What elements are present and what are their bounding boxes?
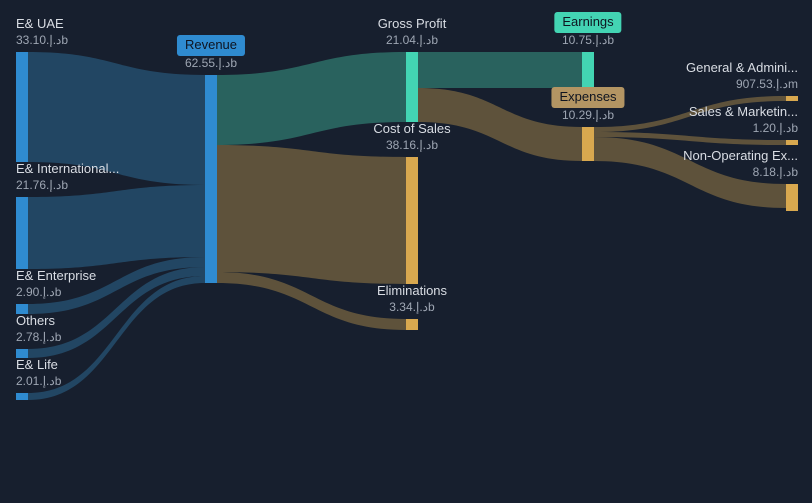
- node-value: 2.01د.إ.‏b: [16, 374, 61, 390]
- node-name: Revenue: [177, 35, 245, 56]
- sankey-node-exp[interactable]: [582, 127, 594, 161]
- node-value: 8.18د.إ.‏b: [683, 165, 798, 181]
- sankey-node-intl[interactable]: [16, 197, 28, 269]
- node-name: E& UAE: [16, 16, 68, 33]
- node-label-exp: Expenses10.29د.إ.‏b: [551, 87, 624, 123]
- sankey-node-life[interactable]: [16, 393, 28, 400]
- node-value: 3.34د.إ.‏b: [377, 300, 447, 316]
- node-value: 38.16د.إ.‏b: [373, 138, 450, 154]
- sankey-node-earn[interactable]: [582, 52, 594, 88]
- sankey-link: [217, 145, 406, 284]
- sankey-link: [28, 185, 205, 269]
- node-name: E& Life: [16, 357, 61, 374]
- node-label-gp: Gross Profit21.04د.إ.‏b: [378, 16, 447, 48]
- node-label-rev: Revenue62.55د.إ.‏b: [177, 35, 245, 71]
- node-label-sm: Sales & Marketin...1.20د.إ.‏b: [689, 104, 798, 136]
- node-value: 62.55د.إ.‏b: [177, 56, 245, 72]
- node-name: E& International...: [16, 161, 119, 178]
- node-name: E& Enterprise: [16, 268, 96, 285]
- node-value: 10.75د.إ.‏b: [554, 33, 621, 49]
- node-label-cos: Cost of Sales38.16د.إ.‏b: [373, 121, 450, 153]
- node-name: Sales & Marketin...: [689, 104, 798, 121]
- node-value: 2.78د.إ.‏b: [16, 330, 61, 346]
- node-value: 907.53د.إ.‏m: [686, 77, 798, 93]
- sankey-node-elim[interactable]: [406, 319, 418, 330]
- node-value: 33.10د.إ.‏b: [16, 33, 68, 49]
- node-name: Cost of Sales: [373, 121, 450, 138]
- sankey-node-cos[interactable]: [406, 157, 418, 284]
- sankey-node-uae[interactable]: [16, 52, 28, 162]
- node-label-ga: General & Admini...907.53د.إ.‏m: [686, 60, 798, 92]
- node-value: 21.76د.إ.‏b: [16, 178, 119, 194]
- sankey-link: [418, 52, 582, 88]
- sankey-node-rev[interactable]: [205, 75, 217, 283]
- node-label-oth: Others2.78د.إ.‏b: [16, 313, 61, 345]
- sankey-node-gp[interactable]: [406, 52, 418, 122]
- node-label-life: E& Life2.01د.إ.‏b: [16, 357, 61, 389]
- node-label-nox: Non-Operating Ex...8.18د.إ.‏b: [683, 148, 798, 180]
- node-name: Non-Operating Ex...: [683, 148, 798, 165]
- node-label-earn: Earnings10.75د.إ.‏b: [554, 12, 621, 48]
- sankey-node-nox[interactable]: [786, 184, 798, 211]
- node-label-elim: Eliminations3.34د.إ.‏b: [377, 283, 447, 315]
- node-label-uae: E& UAE33.10د.إ.‏b: [16, 16, 68, 48]
- sankey-node-ga[interactable]: [786, 96, 798, 101]
- node-value: 2.90د.إ.‏b: [16, 285, 96, 301]
- node-name: Expenses: [551, 87, 624, 108]
- node-name: Eliminations: [377, 283, 447, 300]
- node-name: Others: [16, 313, 61, 330]
- node-label-intl: E& International...21.76د.إ.‏b: [16, 161, 119, 193]
- node-name: Gross Profit: [378, 16, 447, 33]
- node-label-ent: E& Enterprise2.90د.إ.‏b: [16, 268, 96, 300]
- node-name: General & Admini...: [686, 60, 798, 77]
- node-value: 10.29د.إ.‏b: [551, 108, 624, 124]
- node-value: 21.04د.إ.‏b: [378, 33, 447, 49]
- node-name: Earnings: [554, 12, 621, 33]
- node-value: 1.20د.إ.‏b: [689, 121, 798, 137]
- sankey-node-sm[interactable]: [786, 140, 798, 145]
